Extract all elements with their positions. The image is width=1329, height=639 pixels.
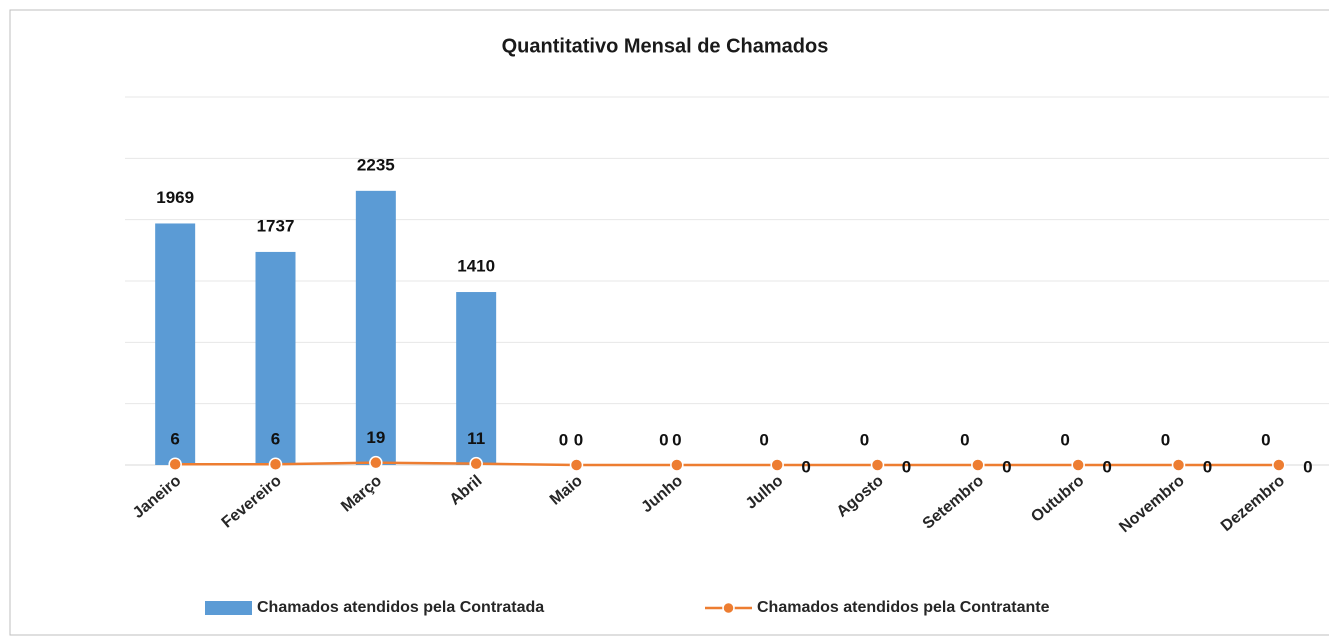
- line-point: [971, 458, 985, 472]
- line-value-label: 6: [170, 430, 179, 449]
- line-value-label: 0: [1002, 457, 1011, 476]
- bar-value-label: 1737: [257, 216, 295, 235]
- line-value-label: 19: [366, 428, 385, 447]
- bar: [355, 190, 396, 465]
- chart-title: Quantitativo Mensal de Chamados: [502, 35, 829, 57]
- bar-value-label: 0: [759, 430, 768, 449]
- line-value-label: 6: [271, 430, 280, 449]
- line-value-label: 0: [902, 457, 911, 476]
- line-value-label: 0: [801, 457, 810, 476]
- line-point: [1071, 458, 1085, 472]
- line-point: [168, 457, 182, 472]
- bar-value-label: 2235: [357, 155, 395, 174]
- line-point: [670, 458, 684, 472]
- bar-value-label: 0: [860, 430, 869, 449]
- line-value-label: 0: [1102, 457, 1111, 476]
- line-point: [469, 456, 483, 471]
- bar: [255, 251, 296, 465]
- legend-swatch: [722, 601, 735, 615]
- bar: [456, 292, 497, 465]
- line-value-label: 11: [467, 429, 485, 448]
- chart-border: [9, 9, 1329, 636]
- legend-label: Chamados atendidos pela Contratante: [757, 599, 1050, 616]
- bar-value-label: 0: [1161, 430, 1170, 449]
- bar-value-label: 1410: [457, 257, 495, 276]
- bar-value-label: 1969: [156, 188, 194, 207]
- line-point: [870, 458, 885, 472]
- bar-value-label: 0: [659, 430, 668, 449]
- bar: [155, 223, 196, 465]
- line-point: [569, 458, 584, 472]
- bar-value-label: 0: [1060, 430, 1069, 449]
- line-value-label: 0: [1203, 457, 1212, 476]
- bar-value-label: 0: [960, 430, 969, 449]
- line-point: [268, 457, 283, 472]
- line-value-label: 0: [672, 430, 681, 449]
- line-point: [369, 455, 383, 470]
- line-point: [770, 458, 784, 472]
- line-point: [1171, 458, 1186, 472]
- legend-swatch: [205, 601, 252, 615]
- line-value-label: 0: [574, 430, 583, 449]
- line-point: [1272, 458, 1286, 472]
- line: [175, 461, 1279, 467]
- legend-label: Chamados atendidos pela Contratada: [257, 599, 544, 616]
- bar-value-label: 0: [1261, 430, 1270, 449]
- bar-value-label: 0: [559, 430, 568, 449]
- line-value-label: 0: [1303, 457, 1312, 476]
